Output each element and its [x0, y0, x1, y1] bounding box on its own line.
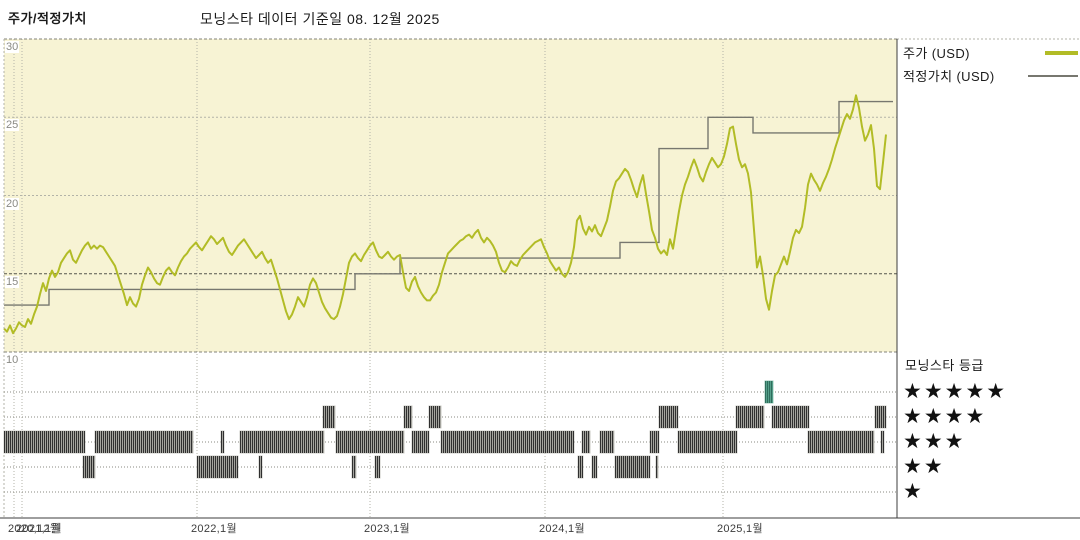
x-tick-label: 2025,1월 [717, 523, 763, 535]
rating-row-1-star: ★ [903, 480, 924, 503]
rating-tick-segment-3-star [881, 431, 884, 453]
rating-tick-segment-5-star [765, 381, 773, 403]
rating-tick-segment-3-star [808, 431, 874, 453]
rating-tick-segment-3-star [678, 431, 737, 453]
rating-tick-segment-3-star [240, 431, 324, 453]
rating-tick-segment-3-star [600, 431, 614, 453]
rating-tick-segment-2-star [197, 456, 238, 478]
y-tick-label: 10 [5, 354, 20, 366]
rating-tick-segment-2-star [352, 456, 356, 478]
x-tick-label: 2022,1월 [191, 523, 237, 535]
rating-legend-title: 모닝스타 등급 [905, 358, 984, 373]
rating-tick-segment-3-star [412, 431, 429, 453]
rating-tick-segment-3-star [336, 431, 404, 453]
rating-row-2-star: ★★ [903, 455, 945, 478]
rating-tick-segment-3-star [650, 431, 659, 453]
x-tick-label: 2023,1월 [364, 523, 410, 535]
rating-tick-segment-2-star [615, 456, 650, 478]
rating-row-5-star: ★★★★★ [903, 380, 1008, 403]
fair-value-line [4, 100, 893, 306]
y-tick-label: 15 [5, 275, 20, 288]
chart-subtitle: 모닝스타 데이터 기준일 08. 12월 2025 [200, 11, 440, 27]
rating-tick-segment-3-star [95, 431, 193, 453]
rating-tick-segment-2-star [656, 456, 658, 478]
rating-tick-segment-2-star [592, 456, 597, 478]
price-line-swatch [1045, 50, 1078, 55]
y-tick-label: 30 [5, 41, 20, 53]
rating-tick-segment-4-star [659, 406, 678, 428]
legend-fair-value-row: 적정가치 (USD) [903, 64, 1078, 87]
rating-tick-segment-4-star [323, 406, 335, 428]
price-line [3, 94, 887, 335]
rating-tick-segment-2-star [578, 456, 583, 478]
rating-tick-segment-3-star [4, 431, 85, 453]
rating-tick-segment-4-star [875, 406, 886, 428]
rating-tick-segment-4-star [736, 406, 764, 428]
rating-row-4-star: ★★★★ [903, 405, 987, 428]
rating-tick-segment-4-star [772, 406, 809, 428]
rating-tick-segment-4-star [429, 406, 441, 428]
chart-title: 주가/적정가치 [8, 11, 87, 26]
legend-price-row: 주가 (USD) [903, 41, 1078, 64]
rating-tick-segment-2-star [259, 456, 262, 478]
y-tick-label: 20 [5, 197, 20, 210]
rating-tick-segment-3-star [221, 431, 224, 453]
rating-tick-segment-2-star [83, 456, 95, 478]
rating-tick-segment-2-star [375, 456, 380, 478]
fair-value-line-swatch [1028, 74, 1078, 77]
x-tick-label: 2024,1월 [539, 523, 585, 535]
rating-tick-segment-3-star [441, 431, 574, 453]
legend-price-label: 주가 (USD) [903, 46, 970, 61]
rating-tick-segment-4-star [404, 406, 412, 428]
y-tick-label: 25 [5, 119, 20, 132]
rating-tick-segment-3-star [582, 431, 590, 453]
x-tick-label: 2020,12월 [8, 523, 61, 535]
x-tick-label: 2021,1월 [16, 523, 62, 535]
chart-legend: 주가 (USD) 적정가치 (USD) [903, 41, 1078, 87]
rating-row-3-star: ★★★ [903, 430, 966, 453]
legend-fair-value-label: 적정가치 (USD) [903, 69, 995, 84]
